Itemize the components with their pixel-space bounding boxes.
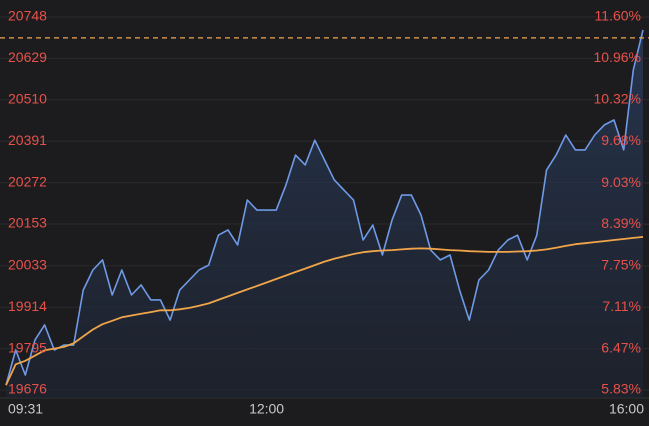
y-tick-label: 19676 bbox=[8, 381, 47, 397]
x-tick-label: 12:00 bbox=[249, 401, 284, 417]
y-tick-label: 20510 bbox=[8, 91, 47, 107]
y2-tick-label: 7.75% bbox=[601, 257, 641, 273]
y-tick-label: 20748 bbox=[8, 8, 47, 24]
y2-tick-label: 5.83% bbox=[601, 381, 641, 397]
y-tick-label: 20153 bbox=[8, 215, 47, 231]
y-tick-label: 19914 bbox=[8, 298, 47, 314]
price-area bbox=[6, 29, 643, 399]
x-tick-label: 16:00 bbox=[609, 401, 644, 417]
y2-tick-label: 7.11% bbox=[602, 298, 641, 314]
average-line bbox=[5, 236, 644, 386]
y-tick-label: 20272 bbox=[8, 173, 47, 189]
y2-tick-label: 6.47% bbox=[601, 339, 641, 355]
y-tick-label: 19795 bbox=[8, 339, 47, 355]
y-tick-label: 20391 bbox=[8, 132, 47, 148]
y2-tick-label: 11.60% bbox=[595, 8, 641, 24]
y-tick-label: 20629 bbox=[8, 49, 47, 65]
y2-tick-label: 10.96% bbox=[594, 49, 641, 65]
y-tick-label: 20033 bbox=[8, 256, 47, 272]
y2-tick-label: 10.32% bbox=[594, 90, 641, 106]
y2-tick-label: 9.68% bbox=[601, 132, 641, 148]
x-tick-label: 09:31 bbox=[8, 401, 43, 417]
y2-tick-label: 8.39% bbox=[601, 215, 641, 231]
y2-tick-label: 9.03% bbox=[601, 174, 641, 190]
price-line bbox=[5, 29, 644, 386]
